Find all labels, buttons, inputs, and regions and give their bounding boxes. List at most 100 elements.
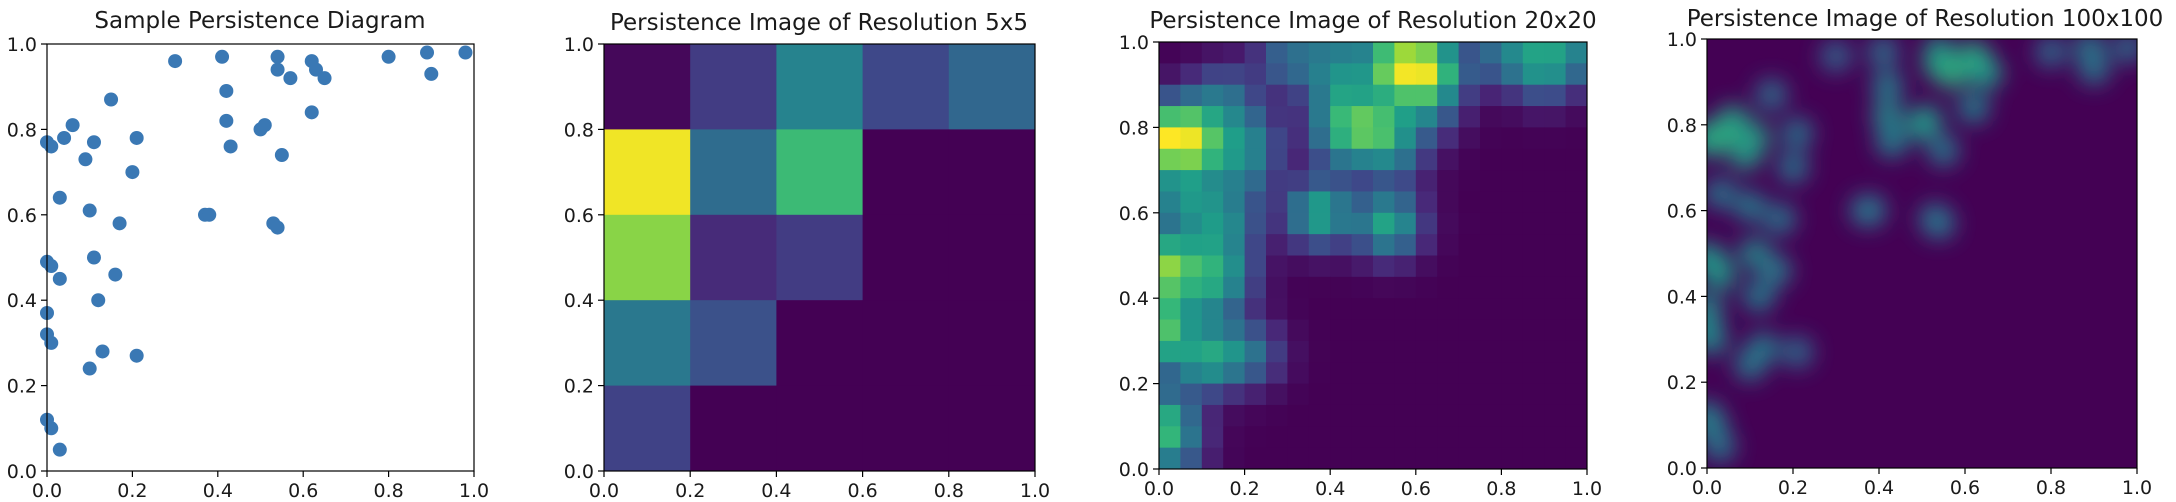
heatmap-cell (1223, 298, 1246, 321)
plot-frame (603, 43, 1036, 472)
heatmap-cell (1266, 298, 1288, 321)
heatmap-cell (1394, 404, 1417, 427)
y-tick-label: 0.6 (1667, 201, 1697, 223)
heatmap-cell (1351, 148, 1374, 171)
heatmap-cell (1244, 106, 1267, 128)
heatmap-cell (1351, 127, 1374, 150)
scatter-point (129, 130, 144, 145)
heatmap-cell (776, 300, 864, 387)
heatmap-cell (1223, 170, 1246, 192)
heatmap-cell (1522, 298, 1545, 321)
density-blob (2078, 53, 2110, 86)
heatmap-cell (1287, 298, 1310, 321)
heatmap-cell (1501, 362, 1524, 385)
density-blob (1923, 207, 1956, 240)
heatmap-cell (1394, 426, 1417, 449)
heatmap-cell (604, 44, 691, 130)
heatmap-cell (1437, 42, 1460, 64)
heatmap-cell (1394, 212, 1417, 235)
heatmap-cell (1565, 170, 1588, 192)
density-blob (1867, 39, 1900, 68)
heatmap-cell (1458, 319, 1481, 342)
heatmap-cell (604, 129, 691, 216)
heatmap-cell (1287, 84, 1310, 107)
heatmap-cell (1223, 63, 1246, 86)
heatmap-cell (1501, 340, 1524, 363)
heatmap-cell (1287, 319, 1310, 342)
heatmap-cell (1223, 191, 1246, 214)
scatter-point (168, 54, 183, 69)
heatmap-cell (1159, 298, 1181, 321)
heatmap-cell (1565, 255, 1588, 278)
heatmap-cell (1308, 447, 1331, 470)
heatmap-cell (1180, 319, 1203, 342)
density-blob (2112, 39, 2137, 64)
heatmap-cell (1287, 234, 1310, 256)
heatmap-cell (1458, 276, 1481, 299)
heatmap-cell (1266, 42, 1288, 64)
heatmap-cell (1373, 383, 1395, 406)
heatmap-cell (1565, 148, 1588, 171)
heatmap-cell (1373, 340, 1395, 363)
heatmap-cell (1415, 84, 1438, 107)
heatmap-cell (1373, 234, 1395, 256)
x-tick-label: 0.4 (1864, 477, 1894, 499)
heatmap-cell (1287, 362, 1310, 385)
heatmap-cell (1373, 298, 1395, 321)
heatmap-cell (1522, 106, 1545, 128)
heatmap-cell (1223, 319, 1246, 342)
heatmap-cell (1437, 362, 1460, 385)
heatmap-cell (1480, 276, 1502, 299)
heatmap-cell (1480, 340, 1502, 363)
heatmap-cell (1244, 84, 1267, 107)
heatmap-cell (1180, 383, 1203, 406)
heatmap-cell (1544, 42, 1567, 64)
heatmap-cell (1565, 191, 1588, 214)
heatmap-cell (1308, 106, 1331, 128)
heatmap-cell (1501, 106, 1524, 128)
heatmap-cell (1244, 170, 1267, 192)
heatmap-cell (1437, 84, 1460, 107)
heatmap-cell (1308, 298, 1331, 321)
heatmap-cell (1501, 319, 1524, 342)
heatmap-cell (1159, 63, 1181, 86)
heatmap-cell (1180, 447, 1203, 470)
y-tick-label: 0.8 (1667, 115, 1697, 137)
heatmap-cell (1458, 127, 1481, 150)
heatmap-cell (1415, 383, 1438, 406)
heatmap-cell (1180, 63, 1203, 86)
heatmap-cell (1223, 106, 1246, 128)
heatmap-cell (1330, 191, 1353, 214)
heatmap-cell (1201, 383, 1224, 406)
heatmap-cell (1266, 276, 1288, 299)
heatmap-cell (1266, 319, 1288, 342)
heatmap-cell (1180, 212, 1203, 235)
y-tick-label: 0.0 (7, 461, 37, 483)
heatmap-cell (1180, 340, 1203, 363)
heatmap-cell (1266, 170, 1288, 192)
heatmap-cell (1394, 106, 1417, 128)
heatmap-cell (1159, 255, 1181, 278)
heatmap-cell (1201, 298, 1224, 321)
density-blob (1755, 78, 1788, 111)
heatmap-cell (1458, 298, 1481, 321)
heatmap-cell (1394, 42, 1417, 64)
heatmap-cell (1330, 212, 1353, 235)
heatmap-cell (1415, 362, 1438, 385)
heatmap-cell (1480, 63, 1502, 86)
heatmap-cell (1223, 212, 1246, 235)
scatter-point (108, 267, 123, 282)
y-tick-label: 0.8 (7, 119, 37, 141)
heatmap-cell (1565, 276, 1588, 299)
scatter-point (270, 220, 285, 235)
x-axis: 0.0 0.2 0.4 0.6 0.8 1.0 (1144, 469, 1602, 500)
heatmap-cell (1351, 340, 1374, 363)
y-axis: 0.0 0.2 0.4 0.6 0.8 1.0 (1119, 32, 1159, 481)
heatmap-cell (1351, 362, 1374, 385)
heatmap-cell (1244, 191, 1267, 214)
y-tick-label: 0.6 (564, 205, 594, 227)
density-blob (1777, 151, 1809, 184)
heatmap-cell (1330, 170, 1353, 192)
scatter-point (274, 148, 289, 163)
heatmap-cell (1522, 319, 1545, 342)
